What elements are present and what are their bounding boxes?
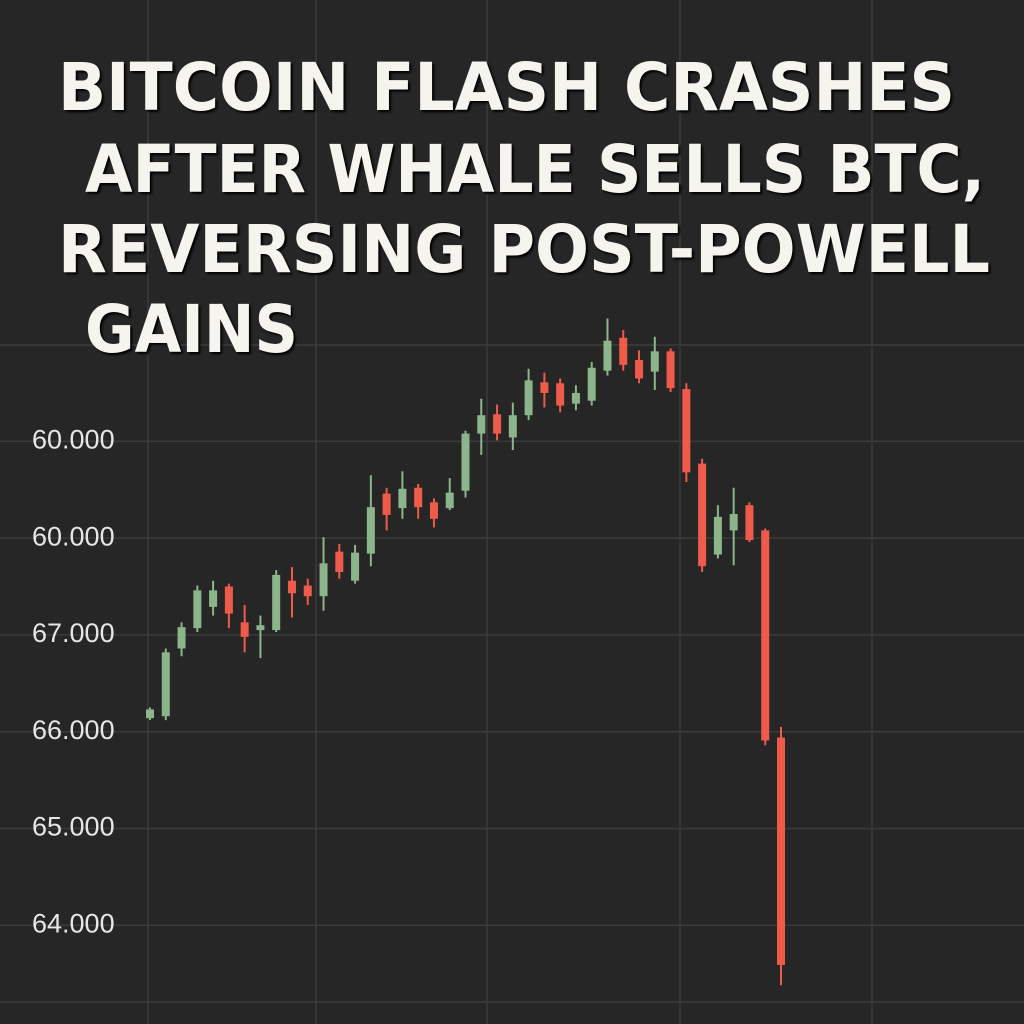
candle-body [161,652,170,717]
y-tick-label: 66.000 [32,715,115,745]
y-axis: 60.000 60.000 67.000 66.000 65.000 64.000 [32,424,115,938]
title-line: GAINS [85,291,298,368]
y-tick-label: 64.000 [32,908,115,938]
candle-body [713,516,722,555]
candle-body [729,513,738,531]
candle-body [414,487,423,508]
y-tick-label: 60.000 [32,521,115,551]
candle-body [635,360,644,379]
title-line: BITCOIN FLASH CRASHES [58,49,955,126]
candle-body [193,590,202,629]
candle-body [682,389,691,473]
candle-body [240,622,249,637]
title-line: REVERSING POST-POWELL [58,211,990,288]
candle-body [177,627,186,649]
candle-body [571,392,580,404]
candle-body [777,737,785,965]
candles [146,318,785,986]
candle-body [445,492,454,509]
candle-body [256,625,265,631]
candle-body [272,574,281,631]
candle-body [477,415,486,434]
y-tick-label: 67.000 [32,618,115,648]
candle-body [335,551,344,573]
candle-body [698,463,707,567]
candle-body [556,383,565,406]
candle-body [303,585,312,597]
candle-body [287,580,296,594]
candle-body [524,380,533,416]
title: BITCOIN FLASH CRASHES AFTER WHALE SELLS … [58,49,990,368]
y-tick-label: 60.000 [32,424,115,454]
candle-body [209,590,218,607]
candle-body [493,414,502,434]
candle-body [366,507,375,554]
candle-body [540,382,549,393]
grid [0,440,1024,927]
candle-body [508,415,517,438]
candle-body [429,502,438,519]
candle-body [398,488,407,509]
candle-body [666,351,675,389]
candle-body [603,340,612,371]
title-line: AFTER WHALE SELLS BTC, [85,131,985,208]
candle-body [461,433,470,491]
candle-body [745,505,754,541]
candle-body [619,337,628,365]
candle-body [351,552,360,581]
candle-body [587,367,596,401]
candle-body [224,586,233,614]
y-tick-label: 65.000 [32,812,115,842]
candle-body [650,351,659,372]
candle-body [761,530,770,741]
candle-body [319,563,328,597]
candle-body [382,493,391,515]
candle-body [146,709,154,719]
